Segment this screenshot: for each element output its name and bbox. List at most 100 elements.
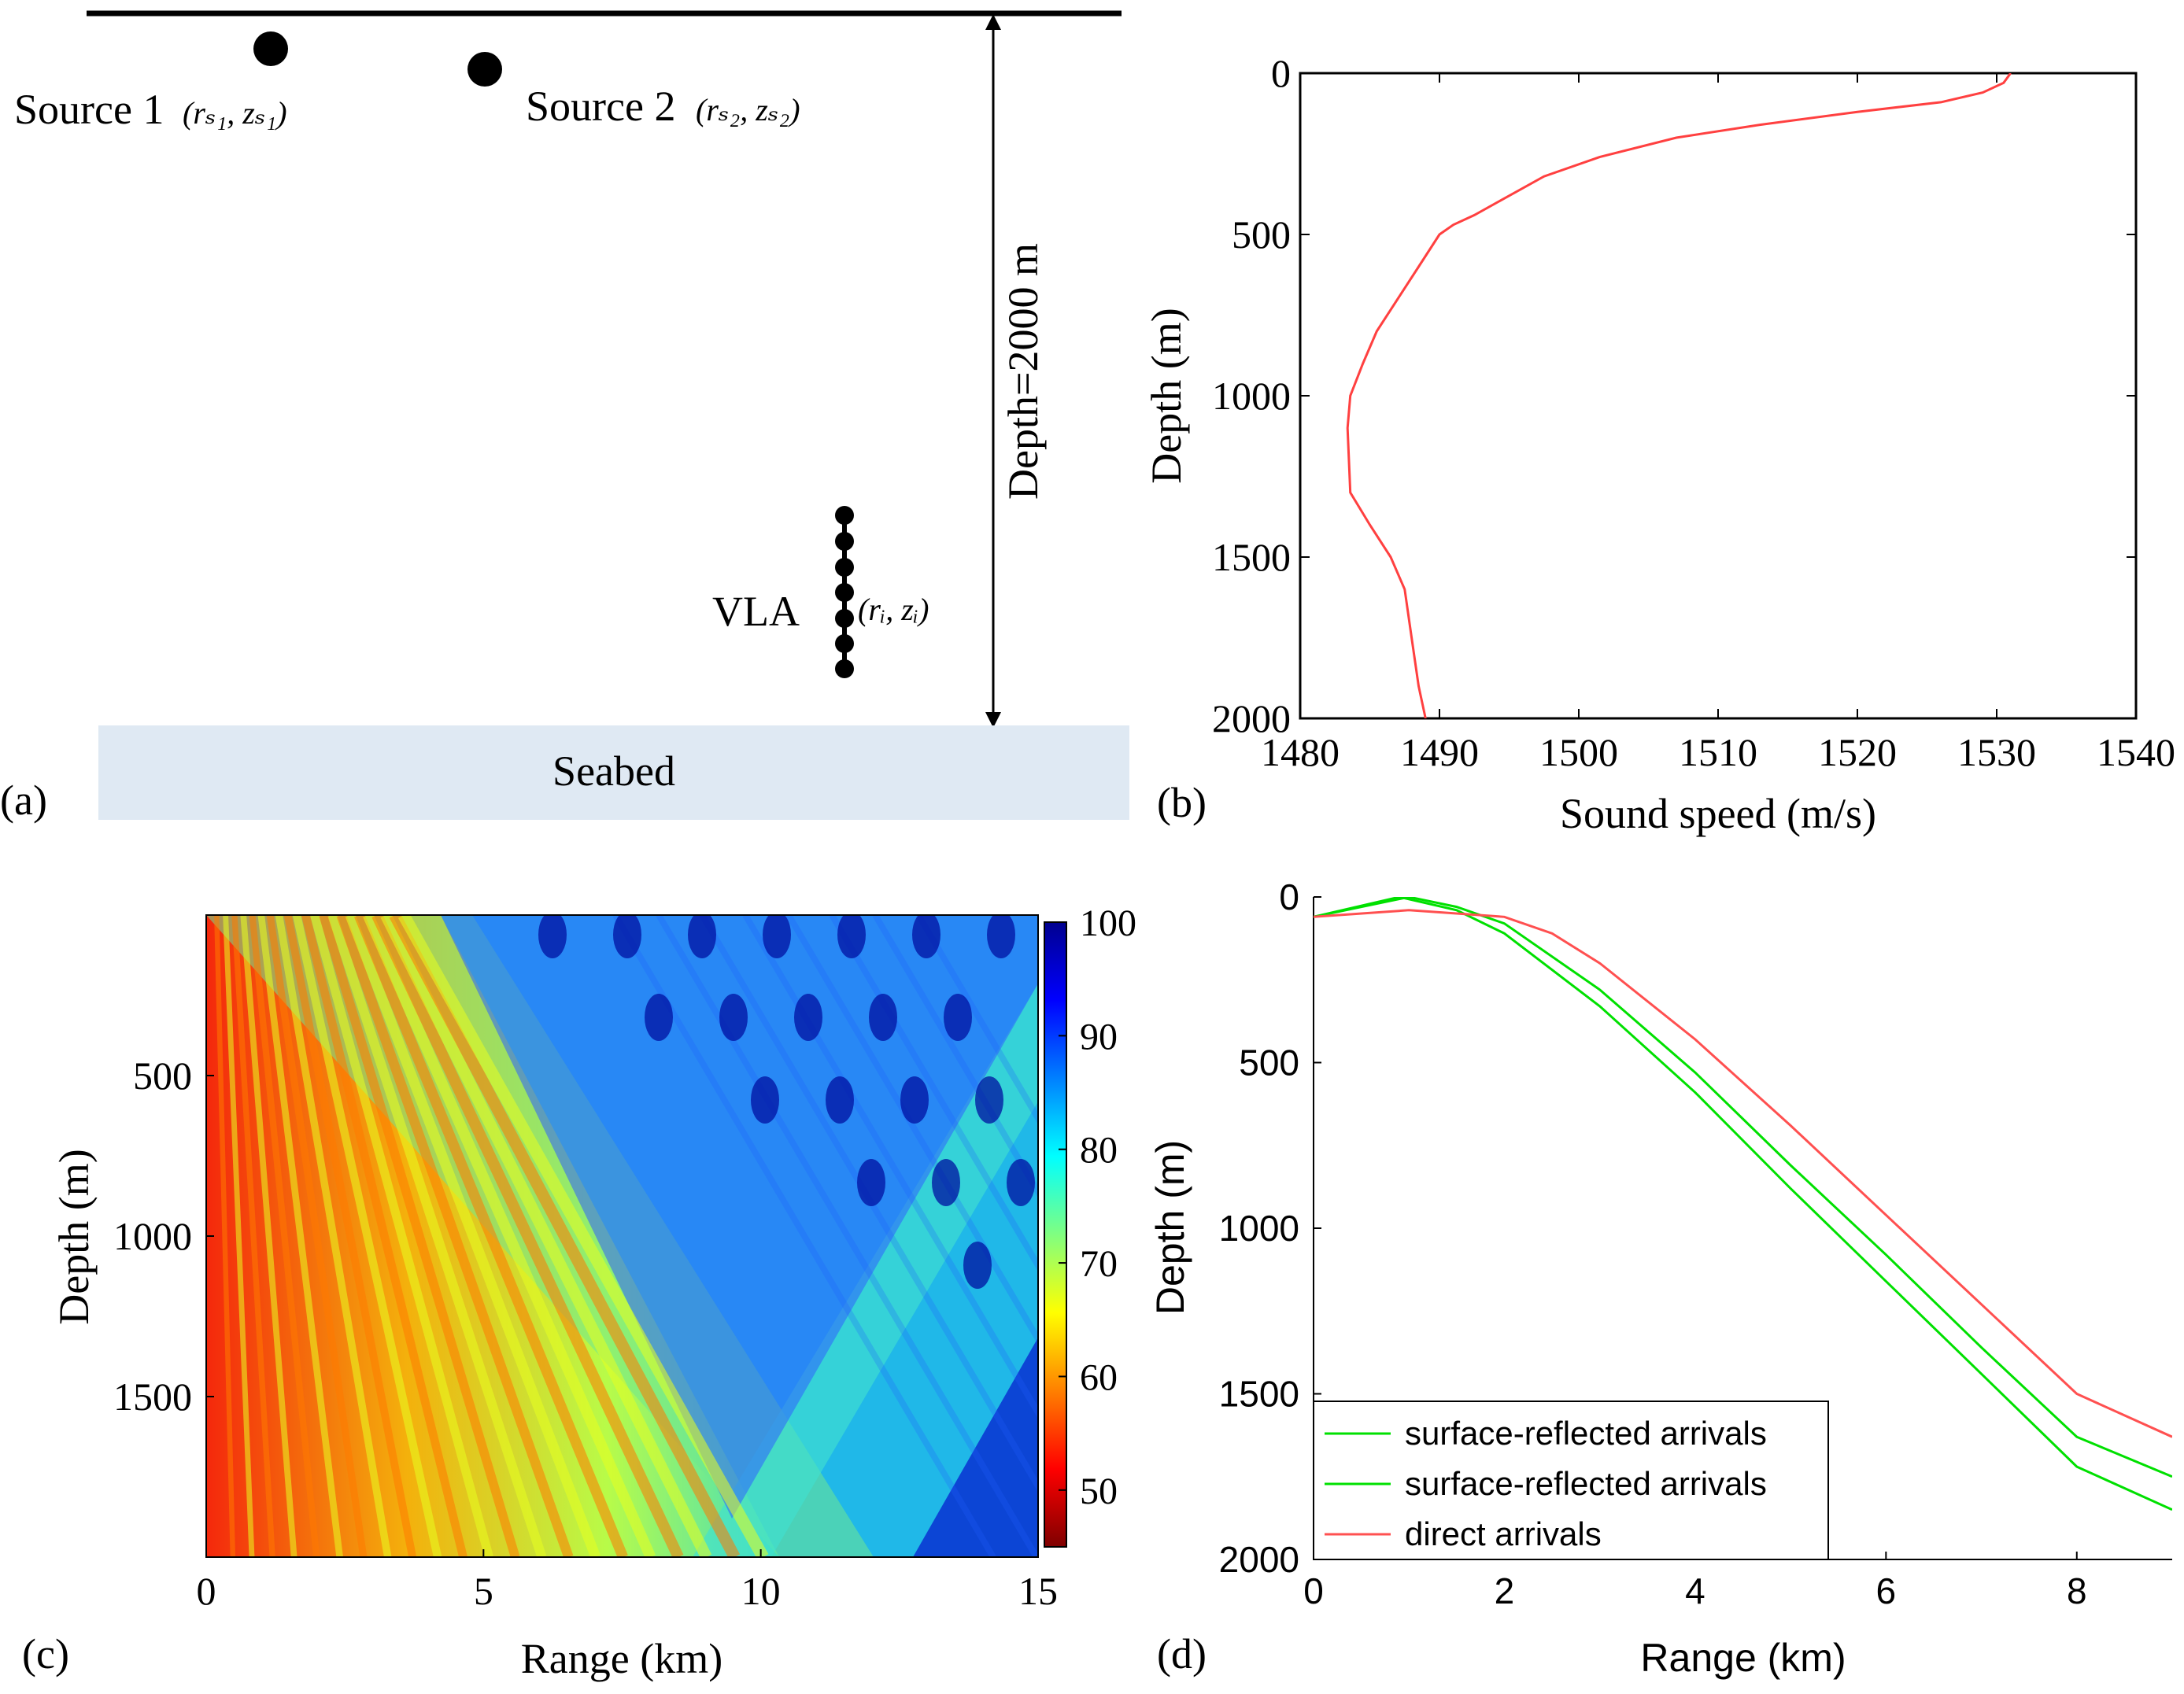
null-spot bbox=[538, 915, 567, 958]
ray-stripe bbox=[915, 915, 1038, 1125]
ray-stripe bbox=[353, 915, 628, 1557]
panel-d-ylabel: Depth (m) bbox=[1148, 1140, 1192, 1315]
null-spot bbox=[869, 994, 897, 1041]
panel-c-ticks: 0 5 10 15 500 1000 1500 bbox=[113, 1054, 1058, 1613]
panel-b-xlabel: Sound speed (m/s) bbox=[1560, 790, 1876, 837]
ray-stripe bbox=[310, 915, 493, 1557]
panel-c-label: (c) bbox=[22, 1630, 69, 1677]
null-spot bbox=[944, 994, 972, 1041]
vla-hydrophone bbox=[835, 609, 854, 628]
x-tick-label: 1530 bbox=[1957, 730, 2036, 774]
x-tick-label: 2 bbox=[1495, 1570, 1515, 1611]
y-tick-label: 1000 bbox=[1219, 1208, 1299, 1249]
vla-array bbox=[835, 506, 854, 678]
source-2-coords: (rₛ₂, zₛ₂) bbox=[696, 92, 800, 127]
x-tick-label: 1490 bbox=[1400, 730, 1479, 774]
x-tick-label: 1540 bbox=[2097, 730, 2175, 774]
deep-shadow-corner bbox=[913, 1338, 1038, 1557]
panel-b-sound-speed-profile: 1480 1490 1500 1510 1520 1530 1540 0 500 1000 1500… bbox=[1143, 51, 2175, 837]
colorbar-tick-label: 90 bbox=[1080, 1016, 1118, 1057]
colorbar bbox=[1044, 921, 1067, 1548]
x-tick-label: 1500 bbox=[1539, 730, 1618, 774]
colorbar-ticks: 100 90 80 70 60 50 bbox=[1059, 902, 1136, 1512]
ray-stripe bbox=[872, 915, 1038, 1198]
ray-stripe bbox=[319, 915, 520, 1557]
depth-arrow-head-top bbox=[985, 14, 1001, 30]
seabed-region bbox=[98, 725, 1129, 820]
colorbar-tick-label: 60 bbox=[1080, 1356, 1118, 1398]
null-spot bbox=[645, 994, 673, 1041]
ray-stripe bbox=[223, 915, 255, 1557]
vla-hydrophone bbox=[835, 659, 854, 678]
y-tick-label: 1500 bbox=[113, 1375, 192, 1419]
x-tick-label: 6 bbox=[1876, 1570, 1897, 1611]
null-spot bbox=[613, 915, 641, 958]
legend-entry: direct arrivals bbox=[1405, 1515, 1602, 1552]
x-tick-label: 10 bbox=[741, 1569, 781, 1613]
vla-coords: (rᵢ, zᵢ) bbox=[858, 592, 929, 627]
heatmap-image bbox=[205, 914, 1039, 1558]
colorbar-tick-label: 80 bbox=[1080, 1130, 1118, 1172]
depth-label: Depth=2000 m bbox=[1000, 243, 1047, 500]
panel-d-lines bbox=[1314, 897, 2172, 1511]
arrival-curve-2 bbox=[1314, 909, 2172, 1438]
ray-stripe bbox=[249, 915, 320, 1557]
vla-hydrophone bbox=[835, 532, 854, 551]
ray-stripe bbox=[327, 915, 547, 1557]
x-tick-label: 8 bbox=[2067, 1570, 2087, 1611]
x-tick-label: 0 bbox=[197, 1569, 216, 1613]
interference-nulls bbox=[538, 915, 1035, 1289]
x-tick-label: 1510 bbox=[1679, 730, 1757, 774]
ray-stripe bbox=[699, 915, 1038, 1493]
panel-a-schematic: Source 1 (rₛ₁, zₛ₁) Source 2 (rₛ₂, zₛ₂) … bbox=[0, 10, 1129, 824]
null-spot bbox=[837, 915, 866, 958]
ray-stripe bbox=[380, 915, 712, 1557]
panel-d-xlabel: Range (km) bbox=[1640, 1636, 1846, 1680]
ray-stripe bbox=[214, 915, 236, 1557]
y-tick-label: 500 bbox=[1239, 1043, 1299, 1083]
y-tick-label: 500 bbox=[1232, 212, 1291, 256]
ray-stripe bbox=[301, 915, 467, 1557]
y-tick-label: 1000 bbox=[1212, 374, 1291, 418]
source-2-label: Source 2 bbox=[526, 83, 675, 130]
sound-speed-curve bbox=[1346, 73, 2012, 718]
null-spot bbox=[763, 915, 791, 958]
null-spot bbox=[826, 1076, 854, 1124]
null-spot bbox=[719, 994, 748, 1041]
ray-stripe bbox=[785, 915, 1038, 1345]
panel-b-ylabel: Depth (m) bbox=[1143, 308, 1190, 483]
colorbar-tick-label: 70 bbox=[1080, 1243, 1118, 1285]
y-tick-label: 1000 bbox=[113, 1214, 192, 1258]
ray-stripe bbox=[275, 915, 392, 1557]
vla-hydrophone bbox=[835, 583, 854, 602]
legend-entry: surface-reflected arrivals bbox=[1405, 1415, 1767, 1452]
null-spot bbox=[975, 1076, 1003, 1124]
vla-hydrophone bbox=[835, 634, 854, 653]
panel-c-ylabel: Depth (m) bbox=[50, 1149, 98, 1324]
ray-stripe bbox=[231, 915, 275, 1557]
panel-d-label: (d) bbox=[1157, 1630, 1207, 1677]
panel-a-label: (a) bbox=[0, 777, 47, 824]
panel-b-label: (b) bbox=[1157, 779, 1207, 826]
y-tick-label: 0 bbox=[1279, 877, 1299, 917]
panel-d-ticks: 0 2 4 6 8 0 500 1000 1500 2000 bbox=[1219, 877, 2087, 1611]
panel-d-legend: surface-reflected arrivals surface-refle… bbox=[1313, 1401, 1829, 1560]
arrival-curve-0 bbox=[1314, 897, 2172, 1511]
null-spot bbox=[688, 915, 716, 958]
ray-stripe bbox=[389, 915, 741, 1557]
panel-c-transmission-loss: 0 5 10 15 500 1000 1500 100 90 80 70 60 50 Range (k… bbox=[22, 902, 1136, 1682]
source-1-label: Source 1 bbox=[14, 86, 164, 133]
null-spot bbox=[857, 1159, 885, 1206]
ray-stripe bbox=[257, 915, 343, 1557]
x-tick-label: 4 bbox=[1685, 1570, 1705, 1611]
panel-b-axes-box bbox=[1299, 72, 2138, 720]
vla-label: VLA bbox=[712, 588, 800, 635]
ray-stripe bbox=[292, 915, 442, 1557]
x-tick-label: 1480 bbox=[1261, 730, 1340, 774]
ray-stripe bbox=[612, 915, 996, 1557]
source-1-marker bbox=[253, 31, 288, 66]
panel-d-arrival-curves: 0 2 4 6 8 0 500 1000 1500 2000 surface-reflected … bbox=[1148, 877, 2172, 1680]
null-spot bbox=[987, 915, 1015, 958]
null-spot bbox=[751, 1076, 779, 1124]
